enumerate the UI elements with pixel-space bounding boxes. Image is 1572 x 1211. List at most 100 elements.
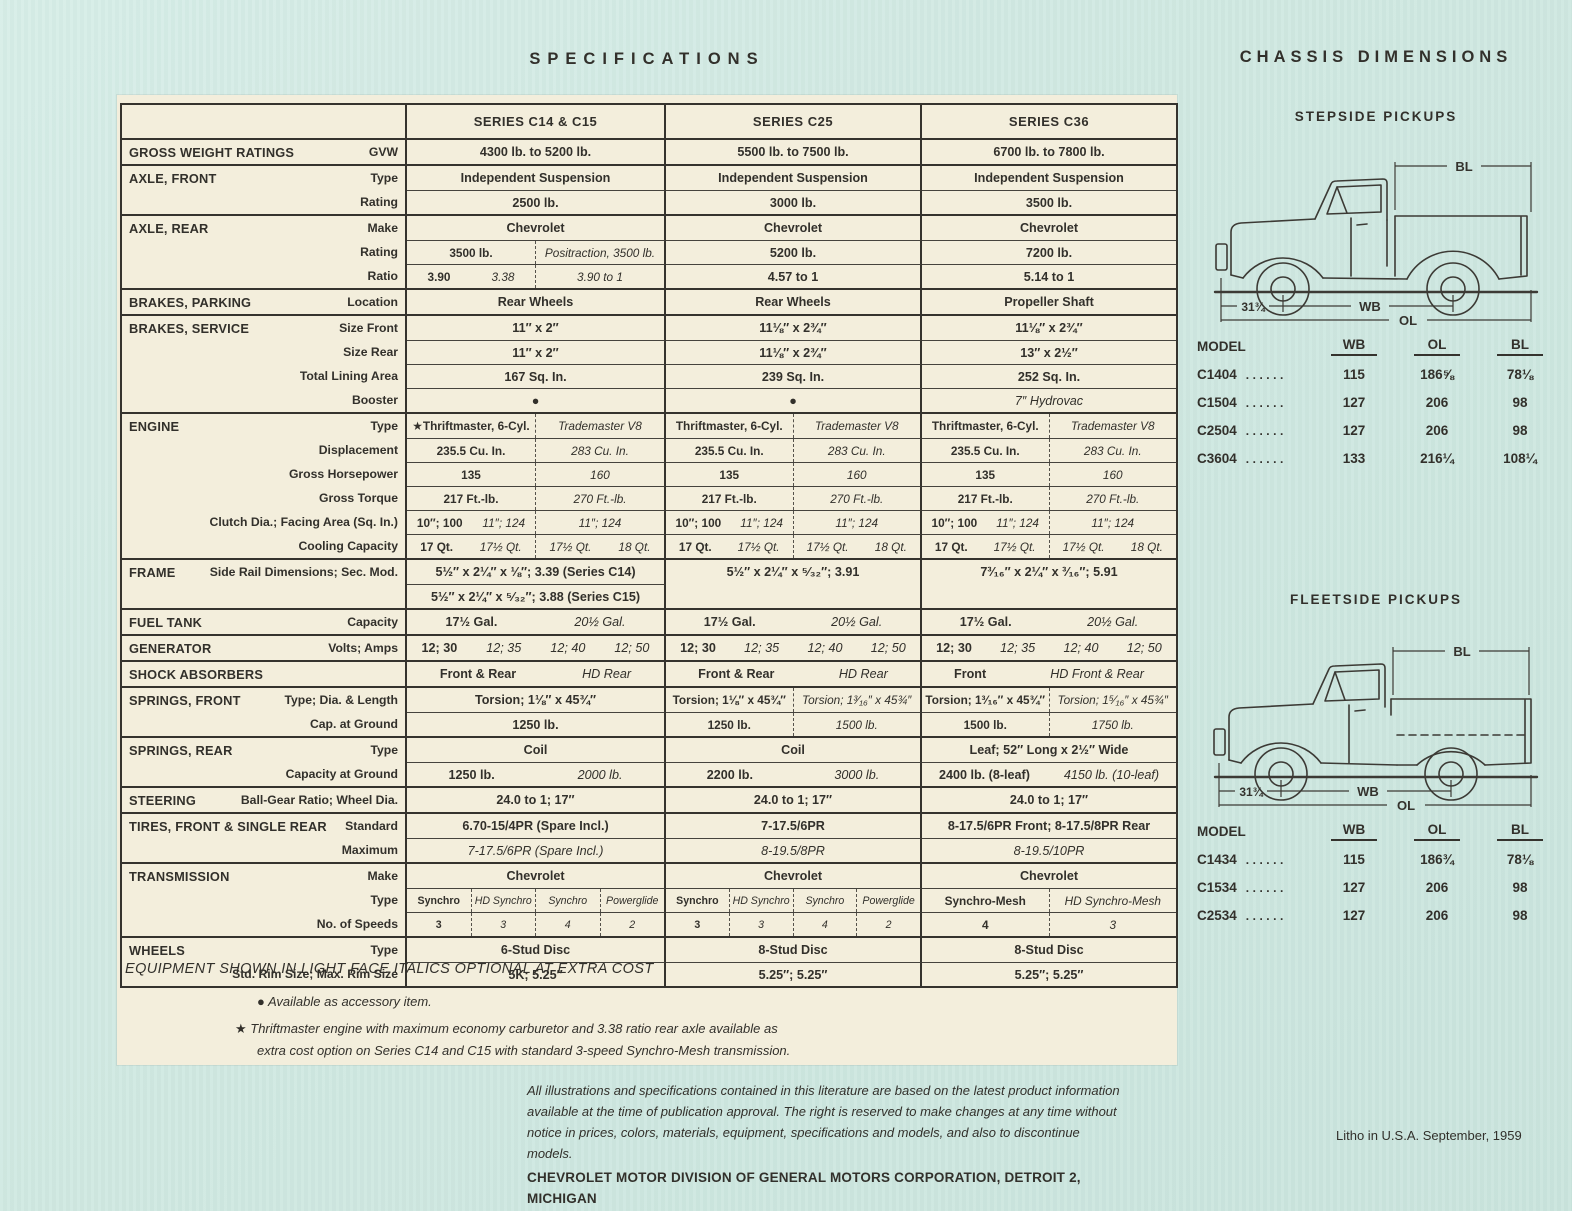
stepside-model-header-row: MODEL WB OL BL — [1197, 332, 1553, 360]
spec-cell: 5.25″; 5.25″ — [666, 962, 922, 986]
spec-cell-group: 283 Cu. In. — [535, 439, 664, 462]
spec-value: 160 — [846, 467, 867, 482]
sub-label: Type — [370, 943, 398, 957]
spec-value: 10″; 100 — [931, 515, 978, 530]
sub-label: Cap. at Ground — [309, 717, 398, 731]
spec-row: Cap. at Ground 1250 lb. 1250 lb. 1500 lb. 15… — [122, 712, 1176, 736]
spec-cell-group: 5½″ x 2¼″ x ⁵⁄₃₂″; 3.91 — [666, 560, 920, 584]
stepside-bl-label: BL — [1455, 159, 1472, 174]
spec-row: Type Synchro HD Synchro Synchro Powerglide Sy… — [122, 888, 1176, 912]
fleetside-pickups-label: FLEETSIDE PICKUPS — [1289, 592, 1463, 607]
spec-cell-group: Trademaster V8 — [792, 414, 921, 438]
spec-cell-group: 2200 lb. 3000 lb. — [666, 763, 920, 786]
sub-label: Rating — [360, 245, 398, 259]
spec-cell-group: ● — [666, 389, 920, 412]
fleetside-model-row: C2534...... 127 206 98 — [1197, 901, 1553, 929]
spec-value: 2 — [629, 918, 636, 931]
sub-label: Displacement — [318, 443, 398, 457]
spec-cell: 239 Sq. In. — [666, 364, 922, 388]
spec-cell-group: Torsion; 1³⁄₁₆″ x 45¾″ — [922, 688, 1049, 712]
spec-row-label: GROSS WEIGHT RATINGS GVW — [122, 140, 407, 164]
spec-cell: 5500 lb. to 7500 lb. — [666, 140, 922, 164]
model-bl: 98 — [1512, 422, 1528, 438]
spec-cell: 1500 lb. 1750 lb. — [922, 712, 1176, 736]
spec-row: FRAME Side Rail Dimensions; Sec. Mod. 5½″ … — [122, 558, 1176, 584]
spec-row: SHOCK ABSORBERS Front & Rear HD Rear Front … — [122, 660, 1176, 686]
spec-cell: 6-Stud Disc — [407, 938, 666, 962]
model-name-cell: C1534...... — [1197, 880, 1321, 895]
sub-label: Type — [370, 743, 398, 757]
spec-cell-group: 11″; 124 — [1048, 511, 1177, 534]
spec-row: Capacity at Ground 1250 lb. 2000 lb. 2200 l… — [122, 762, 1176, 786]
spec-cell-group: 2400 lb. (8-leaf) 4150 lb. (10-leaf) — [922, 763, 1176, 786]
spec-value: 17½ Qt. — [737, 539, 780, 554]
model-col-header: OL — [1414, 822, 1460, 841]
spec-cell-group: 3 — [666, 913, 729, 936]
spec-cell-group: 270 Ft.-lb. — [792, 487, 921, 510]
spec-value: 2000 lb. — [577, 767, 623, 782]
spec-cell: 1250 lb. 2000 lb. — [407, 762, 666, 786]
spec-value: Torsion; 1⁵⁄₁₆″ x 45¾″ — [1057, 693, 1169, 707]
category-label: TIRES, FRONT & SINGLE REAR — [129, 818, 327, 834]
series-header-c14-c15: SERIES C14 & C15 — [407, 105, 666, 138]
spec-cell: Rear Wheels — [407, 290, 666, 314]
spec-cell: 5K; 5.25″ — [407, 962, 666, 986]
spec-cell: Torsion; 1⅛″ x 45¾″ — [407, 688, 666, 712]
spec-value: 5200 lb. — [769, 245, 817, 260]
spec-cell: 24.0 to 1; 17″ — [407, 788, 666, 812]
spec-cell-group: 7-17.5/6PR — [666, 814, 920, 838]
spec-value: 12; 50 — [870, 641, 906, 655]
spec-cell-group: Front & Rear HD Rear — [666, 662, 920, 686]
spec-cell: 235.5 Cu. In. 283 Cu. In. — [666, 438, 922, 462]
spec-row-label: Cooling Capacity — [122, 534, 407, 558]
spec-cell-group: 5500 lb. to 7500 lb. — [666, 140, 920, 164]
spec-cell-group: 12; 30 12; 35 12; 40 12; 50 — [407, 636, 664, 660]
spec-cell-group: 10″; 100 11″; 124 — [922, 511, 1049, 534]
spec-row: Maximum 7-17.5/6PR (Spare Incl.) 8-19.5/8P… — [122, 838, 1176, 862]
spec-row-label: BRAKES, PARKING Location — [122, 290, 407, 314]
sub-label: Rating — [360, 195, 398, 209]
model-name-cell: C2504...... — [1197, 423, 1321, 438]
model-col-header: BL — [1497, 822, 1543, 841]
sub-label: Gross Torque — [318, 491, 398, 505]
spec-cell-group: 5½″ x 2¼″ x ⁵⁄₃₂″; 3.88 (Series C15) — [407, 585, 664, 608]
spec-cell-group: 217 Ft.-lb. — [407, 487, 535, 510]
spec-cell-group: Torsion; 1³⁄₁₆″ x 45¾″ — [792, 688, 921, 712]
spec-row-label: Type — [122, 888, 407, 912]
fleetside-model-row: C1434...... 115 186¾ 78⅛ — [1197, 845, 1553, 873]
spec-value: 1500 lb. — [963, 717, 1007, 732]
spec-value: 18 Qt. — [618, 539, 651, 554]
spec-cell-group: Chevrolet — [407, 216, 664, 240]
spec-cell-group: 17½ Qt. 18 Qt. — [535, 535, 664, 558]
spec-value: 5½″ x 2¼″ x ⁵⁄₃₂″; 3.91 — [726, 565, 860, 579]
category-label: SHOCK ABSORBERS — [129, 666, 264, 682]
spec-row: TRANSMISSION Make Chevrolet Chevrolet Chevro… — [122, 862, 1176, 888]
spec-row: ENGINE Type ★Thriftmaster, 6-Cyl. Trademast… — [122, 412, 1176, 438]
spec-cell-group: Trademaster V8 — [1048, 414, 1177, 438]
spec-value: Synchro-Mesh — [944, 893, 1026, 908]
spec-cell-group: 3000 lb. — [666, 191, 920, 214]
spec-value: 12; 50 — [614, 641, 650, 655]
spec-cell-group: 24.0 to 1; 17″ — [666, 788, 920, 812]
spec-row: SPRINGS, FRONT Type; Dia. & Length Torsion… — [122, 686, 1176, 712]
spec-cell-group: 4 — [922, 913, 1049, 936]
spec-cell-group: 1250 lb. 2000 lb. — [407, 763, 664, 786]
spec-value: 12; 50 — [1126, 641, 1162, 655]
spec-cell-group: 8-19.5/8PR — [666, 839, 920, 862]
spec-cell-group: Torsion; 1⁵⁄₁₆″ x 45¾″ — [1048, 688, 1177, 712]
spec-value: 6700 lb. to 7800 lb. — [993, 145, 1105, 159]
sub-label: No. of Speeds — [316, 917, 398, 931]
spec-row-label: GENERATOR Volts; Amps — [122, 636, 407, 660]
sub-label: Capacity — [347, 615, 398, 629]
spec-row-label: Rating — [122, 240, 407, 264]
spec-cell: 2500 lb. — [407, 190, 666, 214]
spec-value: 3500 lb. — [1025, 195, 1073, 210]
spec-value: Chevrolet — [763, 869, 823, 883]
spec-cell: 6700 lb. to 7800 lb. — [922, 140, 1176, 164]
spec-cell-group: HD Synchro — [470, 889, 536, 912]
spec-row: No. of Speeds 3 3 4 2 3 3 4 2 4 3 — [122, 912, 1176, 936]
spec-row: Gross Torque 217 Ft.-lb. 270 Ft.-lb. 217 Ft… — [122, 486, 1176, 510]
spec-cell-group: Leaf; 52″ Long x 2½″ Wide — [922, 738, 1176, 762]
spec-cell-group: HD Synchro-Mesh — [1048, 889, 1177, 912]
category-label: GROSS WEIGHT RATINGS — [129, 144, 295, 160]
